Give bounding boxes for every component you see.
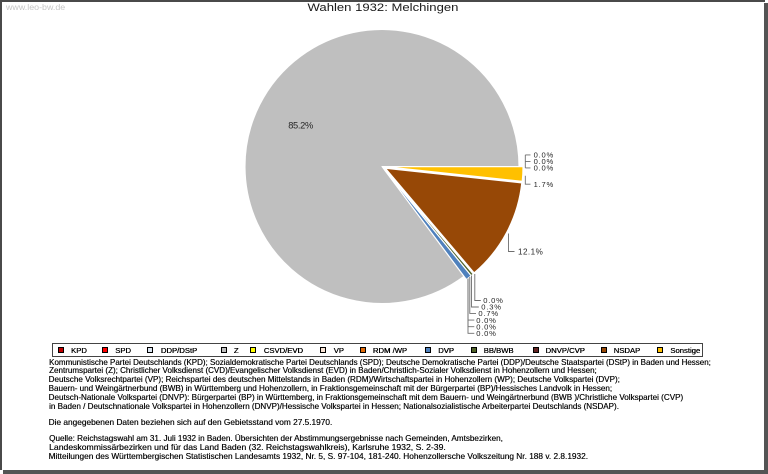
svg-text:0.0%: 0.0% — [476, 316, 496, 325]
svg-text:0.3%: 0.3% — [481, 303, 501, 312]
svg-text:85.2%: 85.2% — [288, 121, 313, 131]
svg-text:0.0%: 0.0% — [534, 164, 554, 173]
svg-text:0.0%: 0.0% — [476, 329, 496, 338]
svg-text:0.0%: 0.0% — [483, 296, 503, 305]
svg-text:12.1%: 12.1% — [518, 247, 543, 256]
svg-text:0.0%: 0.0% — [534, 151, 554, 160]
svg-text:0.0%: 0.0% — [476, 322, 496, 331]
svg-text:1.7%: 1.7% — [534, 180, 554, 189]
svg-text:0.7%: 0.7% — [478, 309, 498, 318]
svg-text:0.0%: 0.0% — [534, 157, 554, 166]
